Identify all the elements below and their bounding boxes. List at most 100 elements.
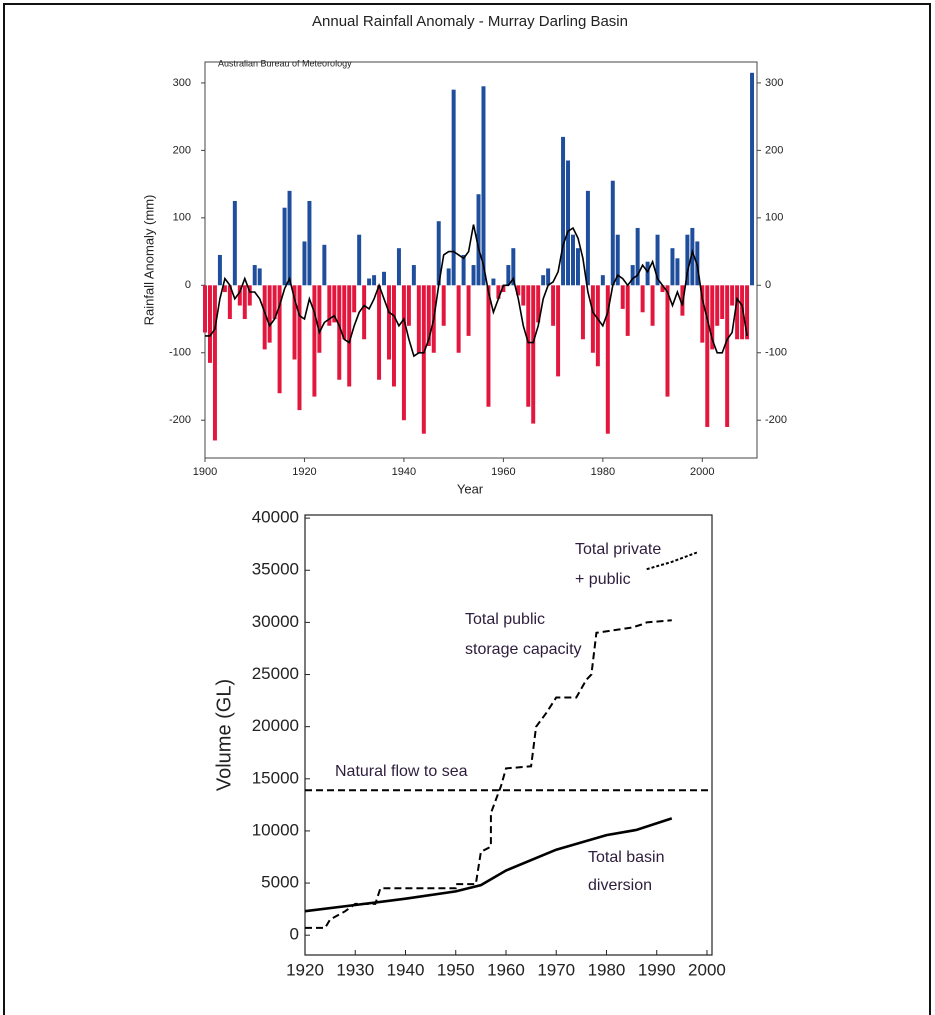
bar	[725, 285, 730, 427]
bar	[645, 261, 650, 286]
bar	[620, 285, 625, 309]
series-label: storage capacity	[465, 641, 582, 658]
bar	[675, 258, 680, 286]
bar	[292, 285, 297, 360]
bar	[237, 285, 242, 306]
bar	[600, 275, 605, 286]
bar	[481, 86, 486, 286]
bar	[665, 285, 670, 397]
bar	[377, 285, 382, 380]
bar	[561, 136, 566, 286]
bar	[710, 285, 715, 350]
bar	[207, 285, 212, 363]
bar	[242, 285, 247, 320]
bar	[312, 285, 317, 397]
plot-area	[304, 514, 713, 956]
y-tick-label: 5000	[261, 873, 299, 892]
y2-tick-label: -200	[765, 414, 787, 426]
bar	[521, 285, 526, 306]
bar	[750, 72, 755, 286]
y-tick-label: -200	[169, 414, 191, 426]
y-tick-label: 0	[185, 279, 191, 291]
bar	[277, 285, 282, 394]
bar	[546, 268, 551, 286]
bar	[342, 285, 347, 340]
bar	[735, 285, 740, 340]
y-tick-label: 200	[173, 144, 191, 156]
bar	[541, 275, 546, 286]
bar	[506, 265, 511, 286]
volume-chart: Volume (GL) 0 5000 10000 15000 20000 25000 3000…	[213, 508, 726, 980]
bar	[203, 285, 207, 333]
series-label: Total private	[575, 541, 661, 558]
x-tick-label: 1920	[292, 466, 316, 478]
bar	[401, 285, 406, 421]
trend-line	[205, 224, 748, 358]
bar	[391, 285, 396, 387]
x-tick-label: 2000	[688, 960, 726, 979]
bar	[501, 285, 506, 293]
bar	[536, 285, 541, 323]
x-tick-label: 1980	[591, 466, 615, 478]
y-tick-label: 25000	[252, 664, 299, 683]
bar	[451, 89, 456, 286]
bar	[625, 285, 630, 336]
bar	[496, 285, 501, 299]
bar	[556, 285, 561, 377]
bar	[585, 190, 590, 286]
bar	[441, 285, 446, 326]
bar	[317, 285, 322, 353]
y-tick-label: 30000	[252, 612, 299, 631]
series-line	[304, 817, 673, 913]
bar	[461, 254, 466, 286]
x-tick-label: 2000	[690, 466, 714, 478]
bar	[575, 248, 580, 286]
bar	[511, 248, 516, 286]
bar	[605, 285, 610, 434]
y-tick-label: 300	[173, 77, 191, 89]
series-label: Total basin	[588, 849, 665, 866]
y-axis-label: Rainfall Anomaly (mm)	[141, 195, 156, 326]
annotation: Australian Bureau of Meteorology	[218, 58, 352, 68]
bar	[387, 285, 391, 360]
bar	[670, 248, 675, 286]
series-label: Natural flow to sea	[335, 763, 468, 780]
bar	[222, 285, 227, 293]
bar	[745, 285, 750, 340]
bar	[720, 285, 725, 320]
bar	[217, 254, 222, 286]
bar	[421, 285, 426, 434]
bar	[456, 285, 461, 353]
bar	[396, 248, 401, 286]
y-tick-label: -100	[169, 347, 191, 359]
bar	[655, 234, 660, 286]
bar	[416, 285, 421, 353]
bar	[252, 265, 257, 286]
bar	[531, 285, 536, 424]
bar	[595, 285, 600, 367]
bar	[332, 285, 337, 323]
y2-tick-label: -100	[765, 347, 787, 359]
y-tick-label: 15000	[252, 768, 299, 787]
y-tick-label: 10000	[252, 820, 299, 839]
bar	[232, 200, 237, 286]
bar	[466, 285, 471, 336]
bar	[740, 285, 745, 340]
rainfall-chart: Annual Rainfall Anomaly - Murray Darling…	[141, 13, 787, 496]
x-tick-label: 1900	[193, 466, 217, 478]
bar	[526, 285, 531, 407]
x-tick-label: 1930	[336, 960, 374, 979]
series-line	[646, 551, 698, 571]
bar	[551, 285, 556, 326]
x-tick-label: 1950	[437, 960, 475, 979]
series-label: diversion	[588, 877, 652, 894]
bar	[337, 285, 342, 380]
bar	[247, 285, 252, 306]
plot-area	[204, 61, 758, 459]
frame	[3, 3, 931, 1015]
x-tick-label: 1980	[588, 960, 626, 979]
y-tick-label: 40000	[252, 508, 299, 527]
x-tick-label: 1940	[387, 960, 425, 979]
bar	[272, 285, 277, 320]
y-axis-label: Volume (GL)	[213, 679, 235, 791]
